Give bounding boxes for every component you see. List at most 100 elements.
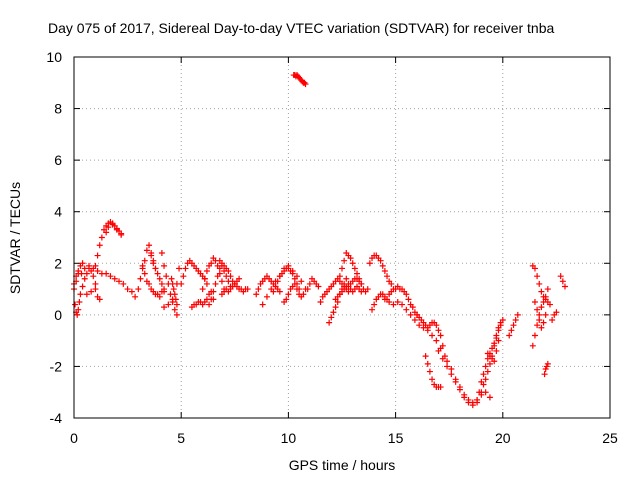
- data-point: [317, 298, 324, 305]
- data-point: [306, 280, 313, 287]
- data-point: [96, 296, 103, 303]
- data-point: [553, 309, 560, 316]
- data-point: [113, 226, 120, 233]
- data-point: [437, 332, 444, 339]
- data-point: [379, 262, 386, 269]
- data-point: [81, 275, 88, 282]
- data-segment: [332, 275, 365, 303]
- data-point: [549, 317, 556, 324]
- data-point: [170, 286, 177, 293]
- data-point: [161, 262, 168, 269]
- data-point: [152, 265, 159, 272]
- data-point: [210, 288, 217, 295]
- data-point: [486, 394, 493, 401]
- data-segment: [72, 265, 99, 318]
- data-point: [439, 355, 446, 362]
- data-segment: [148, 252, 168, 295]
- data-segment: [103, 221, 125, 238]
- data-point: [531, 265, 538, 272]
- data-point: [538, 304, 545, 311]
- data-point: [137, 275, 144, 282]
- data-point: [424, 360, 431, 367]
- data-point: [534, 273, 541, 280]
- data-point: [75, 270, 82, 277]
- data-segment: [541, 360, 551, 378]
- data-point: [156, 293, 163, 300]
- x-tick-label: 15: [388, 430, 404, 446]
- data-point: [429, 376, 436, 383]
- data-point: [482, 363, 489, 370]
- data-point: [435, 347, 442, 354]
- data-point: [341, 257, 348, 264]
- data-point: [409, 304, 416, 311]
- data-point: [128, 288, 135, 295]
- data-point: [480, 371, 487, 378]
- x-tick-label: 25: [602, 430, 618, 446]
- data-point: [403, 291, 410, 298]
- data-point: [154, 270, 161, 277]
- data-point: [163, 273, 170, 280]
- data-point: [354, 270, 361, 277]
- data-point: [291, 280, 298, 287]
- data-point: [444, 358, 451, 365]
- data-point: [508, 327, 515, 334]
- data-point: [285, 291, 292, 298]
- data-point: [105, 224, 112, 231]
- data-point: [536, 311, 543, 318]
- data-point: [111, 275, 118, 282]
- data-point: [497, 319, 504, 326]
- data-point: [173, 311, 180, 318]
- data-segment: [161, 265, 183, 311]
- data-point: [92, 280, 99, 287]
- data-point: [156, 275, 163, 282]
- data-point: [403, 306, 410, 313]
- data-point: [88, 268, 95, 275]
- data-point: [435, 327, 442, 334]
- data-segment: [549, 309, 560, 324]
- data-point: [79, 260, 86, 267]
- data-point: [293, 286, 300, 293]
- data-segment: [557, 273, 568, 290]
- data-point: [405, 296, 412, 303]
- data-point: [561, 283, 568, 290]
- data-point: [531, 298, 538, 305]
- data-point: [120, 280, 127, 287]
- data-segment: [178, 257, 210, 287]
- data-point: [559, 278, 566, 285]
- chart-title: Day 075 of 2017, Sidereal Day-to-day VTE…: [48, 20, 555, 36]
- data-point: [452, 376, 459, 383]
- data-point: [330, 309, 337, 316]
- data-point: [289, 270, 296, 277]
- data-point: [208, 296, 215, 303]
- data-point: [83, 270, 90, 277]
- data-segment: [444, 358, 493, 406]
- data-point: [158, 280, 165, 287]
- data-point: [253, 291, 260, 298]
- data-point: [90, 273, 97, 280]
- data-point: [461, 391, 468, 398]
- data-point: [557, 273, 564, 280]
- data-segment: [529, 262, 553, 308]
- y-tick-labels: -4 -2 0 2 4 6 8 10: [46, 49, 62, 426]
- data-point: [92, 286, 99, 293]
- x-tick-labels: 0 5 10 15 20 25: [70, 430, 618, 446]
- data-point: [109, 221, 116, 228]
- data-point: [74, 311, 81, 318]
- data-point: [506, 332, 513, 339]
- data-point: [276, 288, 283, 295]
- data-segment: [253, 273, 283, 298]
- data-segment: [478, 319, 504, 396]
- data-point: [161, 304, 168, 311]
- data-point: [75, 306, 82, 313]
- data-point: [225, 268, 232, 275]
- data-point: [263, 293, 270, 300]
- data-point: [381, 268, 388, 275]
- data-point: [534, 322, 541, 329]
- data-point: [116, 278, 123, 285]
- data-point: [98, 234, 105, 241]
- data-point: [369, 306, 376, 313]
- data-point: [541, 371, 548, 378]
- data-point: [92, 262, 99, 269]
- data-point: [381, 296, 388, 303]
